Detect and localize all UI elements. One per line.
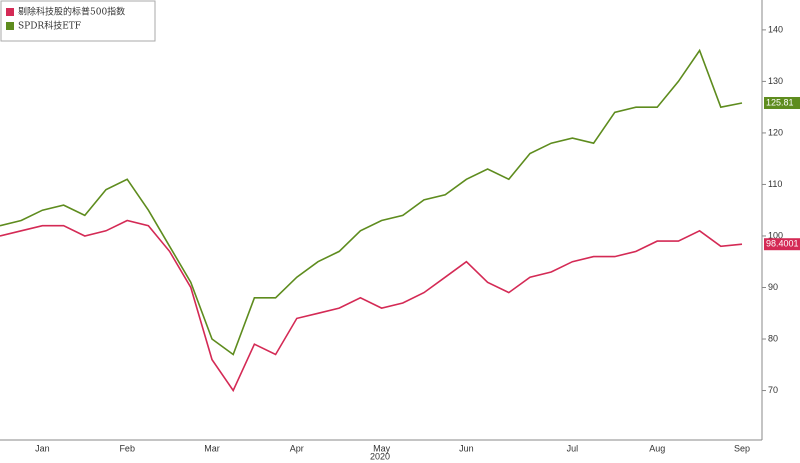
legend-label: 剔除科技股的标普500指数 [18, 6, 125, 18]
x-tick-label: Apr [290, 443, 304, 453]
legend-swatch [6, 22, 14, 30]
series-line [0, 48, 743, 356]
series-line [0, 219, 743, 393]
x-tick-label: Aug [649, 443, 665, 453]
last-value-box [764, 96, 800, 109]
legend-swatch [6, 8, 14, 16]
x-tick-label: Jan [35, 443, 50, 453]
y-tick-label: 130 [768, 76, 783, 86]
legend-box [0, 0, 156, 42]
x-tick-label: Jun [459, 443, 474, 453]
x-axis-label: 2020 [370, 451, 390, 461]
x-tick-label: Feb [119, 443, 135, 453]
y-tick-label: 120 [768, 127, 783, 137]
x-tick-label: Mar [204, 443, 220, 453]
last-value-label: 125.81 [766, 97, 794, 107]
last-value-label: 98.4001 [766, 239, 799, 249]
x-tick-label: Sep [734, 443, 750, 453]
legend-label: SPDR科技ETF [18, 20, 81, 32]
y-tick-label: 100 [768, 230, 783, 240]
y-tick-label: 90 [768, 282, 778, 292]
last-value-box [764, 238, 800, 251]
y-tick-label: 110 [768, 179, 782, 189]
y-tick-label: 140 [768, 24, 783, 34]
x-tick-label: May [373, 443, 391, 453]
x-tick-label: Jul [567, 443, 579, 453]
y-tick-label: 80 [768, 333, 778, 343]
y-tick-label: 70 [768, 385, 778, 395]
